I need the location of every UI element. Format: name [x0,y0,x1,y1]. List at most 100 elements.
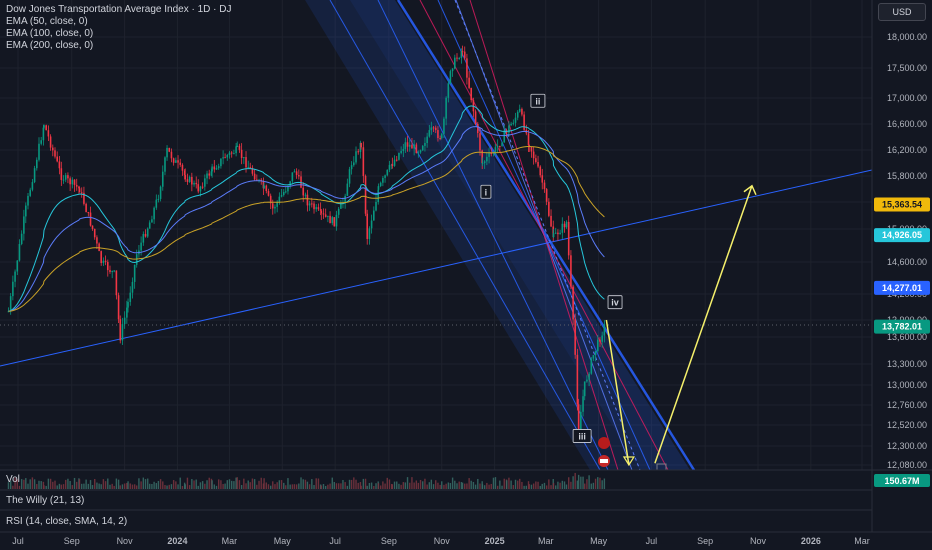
candle-body [599,339,601,342]
y-tick-label: 18,000.00 [887,32,927,42]
candle-body [539,166,542,176]
volume-bar [104,481,107,489]
volume-bar [313,485,315,489]
candle-body [499,145,501,147]
volume-bar [582,476,584,489]
candle-body [129,292,132,302]
candle-body [382,177,384,183]
candle-body [42,127,45,141]
candle-body [51,147,54,151]
ema-lines [8,105,605,312]
volume-bar [426,484,428,489]
rsi-indicator-label[interactable]: RSI (14, close, SMA, 14, 2) [6,516,128,527]
volume-bar [308,484,311,489]
candle-body [274,206,276,209]
candle-body [233,153,235,155]
volume-bar [40,481,42,489]
price-tag [874,319,930,334]
price-tag [874,280,930,295]
candle-body [235,146,237,154]
volume-bar [550,485,552,489]
candle-body [306,194,309,206]
candle-body [577,404,580,430]
volume-bar [483,485,486,489]
ema-200-label[interactable]: EMA (200, close, 0) [6,40,94,51]
volume-bar [195,479,197,489]
candle-body [47,130,50,137]
candle-body [287,185,289,192]
currency-button[interactable]: USD [878,3,926,21]
candle-body [49,136,52,148]
candle-body [224,157,226,159]
ema-50-label[interactable]: EMA (50, close, 0) [6,16,88,27]
volume-bar [552,483,555,489]
volume-bar [377,483,380,489]
y-tick-label: 16,600.00 [887,119,927,129]
volume-bar [100,484,102,489]
event-marker-icon[interactable] [656,463,667,471]
candle-body [164,157,166,172]
candle-body [537,162,539,167]
dividend-event-icon[interactable] [598,437,610,449]
volume-bar [422,481,424,489]
candle-body [96,237,98,244]
volume-bar [360,485,362,489]
x-tick-label: Nov [434,536,451,546]
volume-bar [253,479,256,489]
candle-body [100,251,102,264]
candle-body [135,254,138,265]
volume-bar [29,479,31,489]
volume-bar [317,478,320,489]
candle-body [384,175,386,178]
price-tags: 15,363.54 14,926.05 14,277.01 13,782.01 150.… [874,197,930,487]
volume-bar [113,485,115,489]
candle-body [311,203,313,205]
volume-bar [91,485,94,489]
candle-body [432,127,435,129]
y-tick-label: 17,500.00 [887,63,927,73]
candle-body [289,181,291,186]
candle-body [461,51,464,53]
candle-body [177,160,179,163]
volume-bar [382,481,384,489]
candle-body [184,175,187,180]
y-tick-label: 12,760.00 [887,400,927,410]
volume-bar [133,484,136,489]
candle-body [43,125,45,128]
candle-body [249,167,252,169]
candle-body [113,270,115,272]
volume-bar [417,482,420,489]
candle-body [479,133,481,151]
volume-bar [468,478,470,489]
candle-body [166,147,168,158]
volume-bar [191,479,193,489]
volume-bar [506,480,508,489]
ema-100-label[interactable]: EMA (100, close, 0) [6,28,94,39]
candle-body [541,175,544,183]
candle-body [204,178,206,187]
volume-bar [280,480,283,489]
candle-body [193,182,195,185]
volume-bar [278,480,281,489]
candle-body [582,396,584,412]
candle-body [298,174,300,177]
candle-body [67,175,69,179]
volume-bar [238,480,241,489]
candle-body [583,381,586,397]
candle-body [421,145,424,151]
candle-body [140,242,142,251]
candle-body [222,157,224,159]
candle-body [191,176,193,185]
candle-body [490,153,493,155]
volume-bar [530,484,533,489]
candle-body [443,118,445,134]
volume-bar [501,485,503,489]
candle-body [592,355,595,359]
channel-line [377,0,609,470]
candle-body [449,71,452,84]
candle-body [411,144,413,149]
volume-bar [263,478,265,489]
volume-bar [175,481,177,489]
willy-indicator-label[interactable]: The Willy (21, 13) [6,495,85,506]
